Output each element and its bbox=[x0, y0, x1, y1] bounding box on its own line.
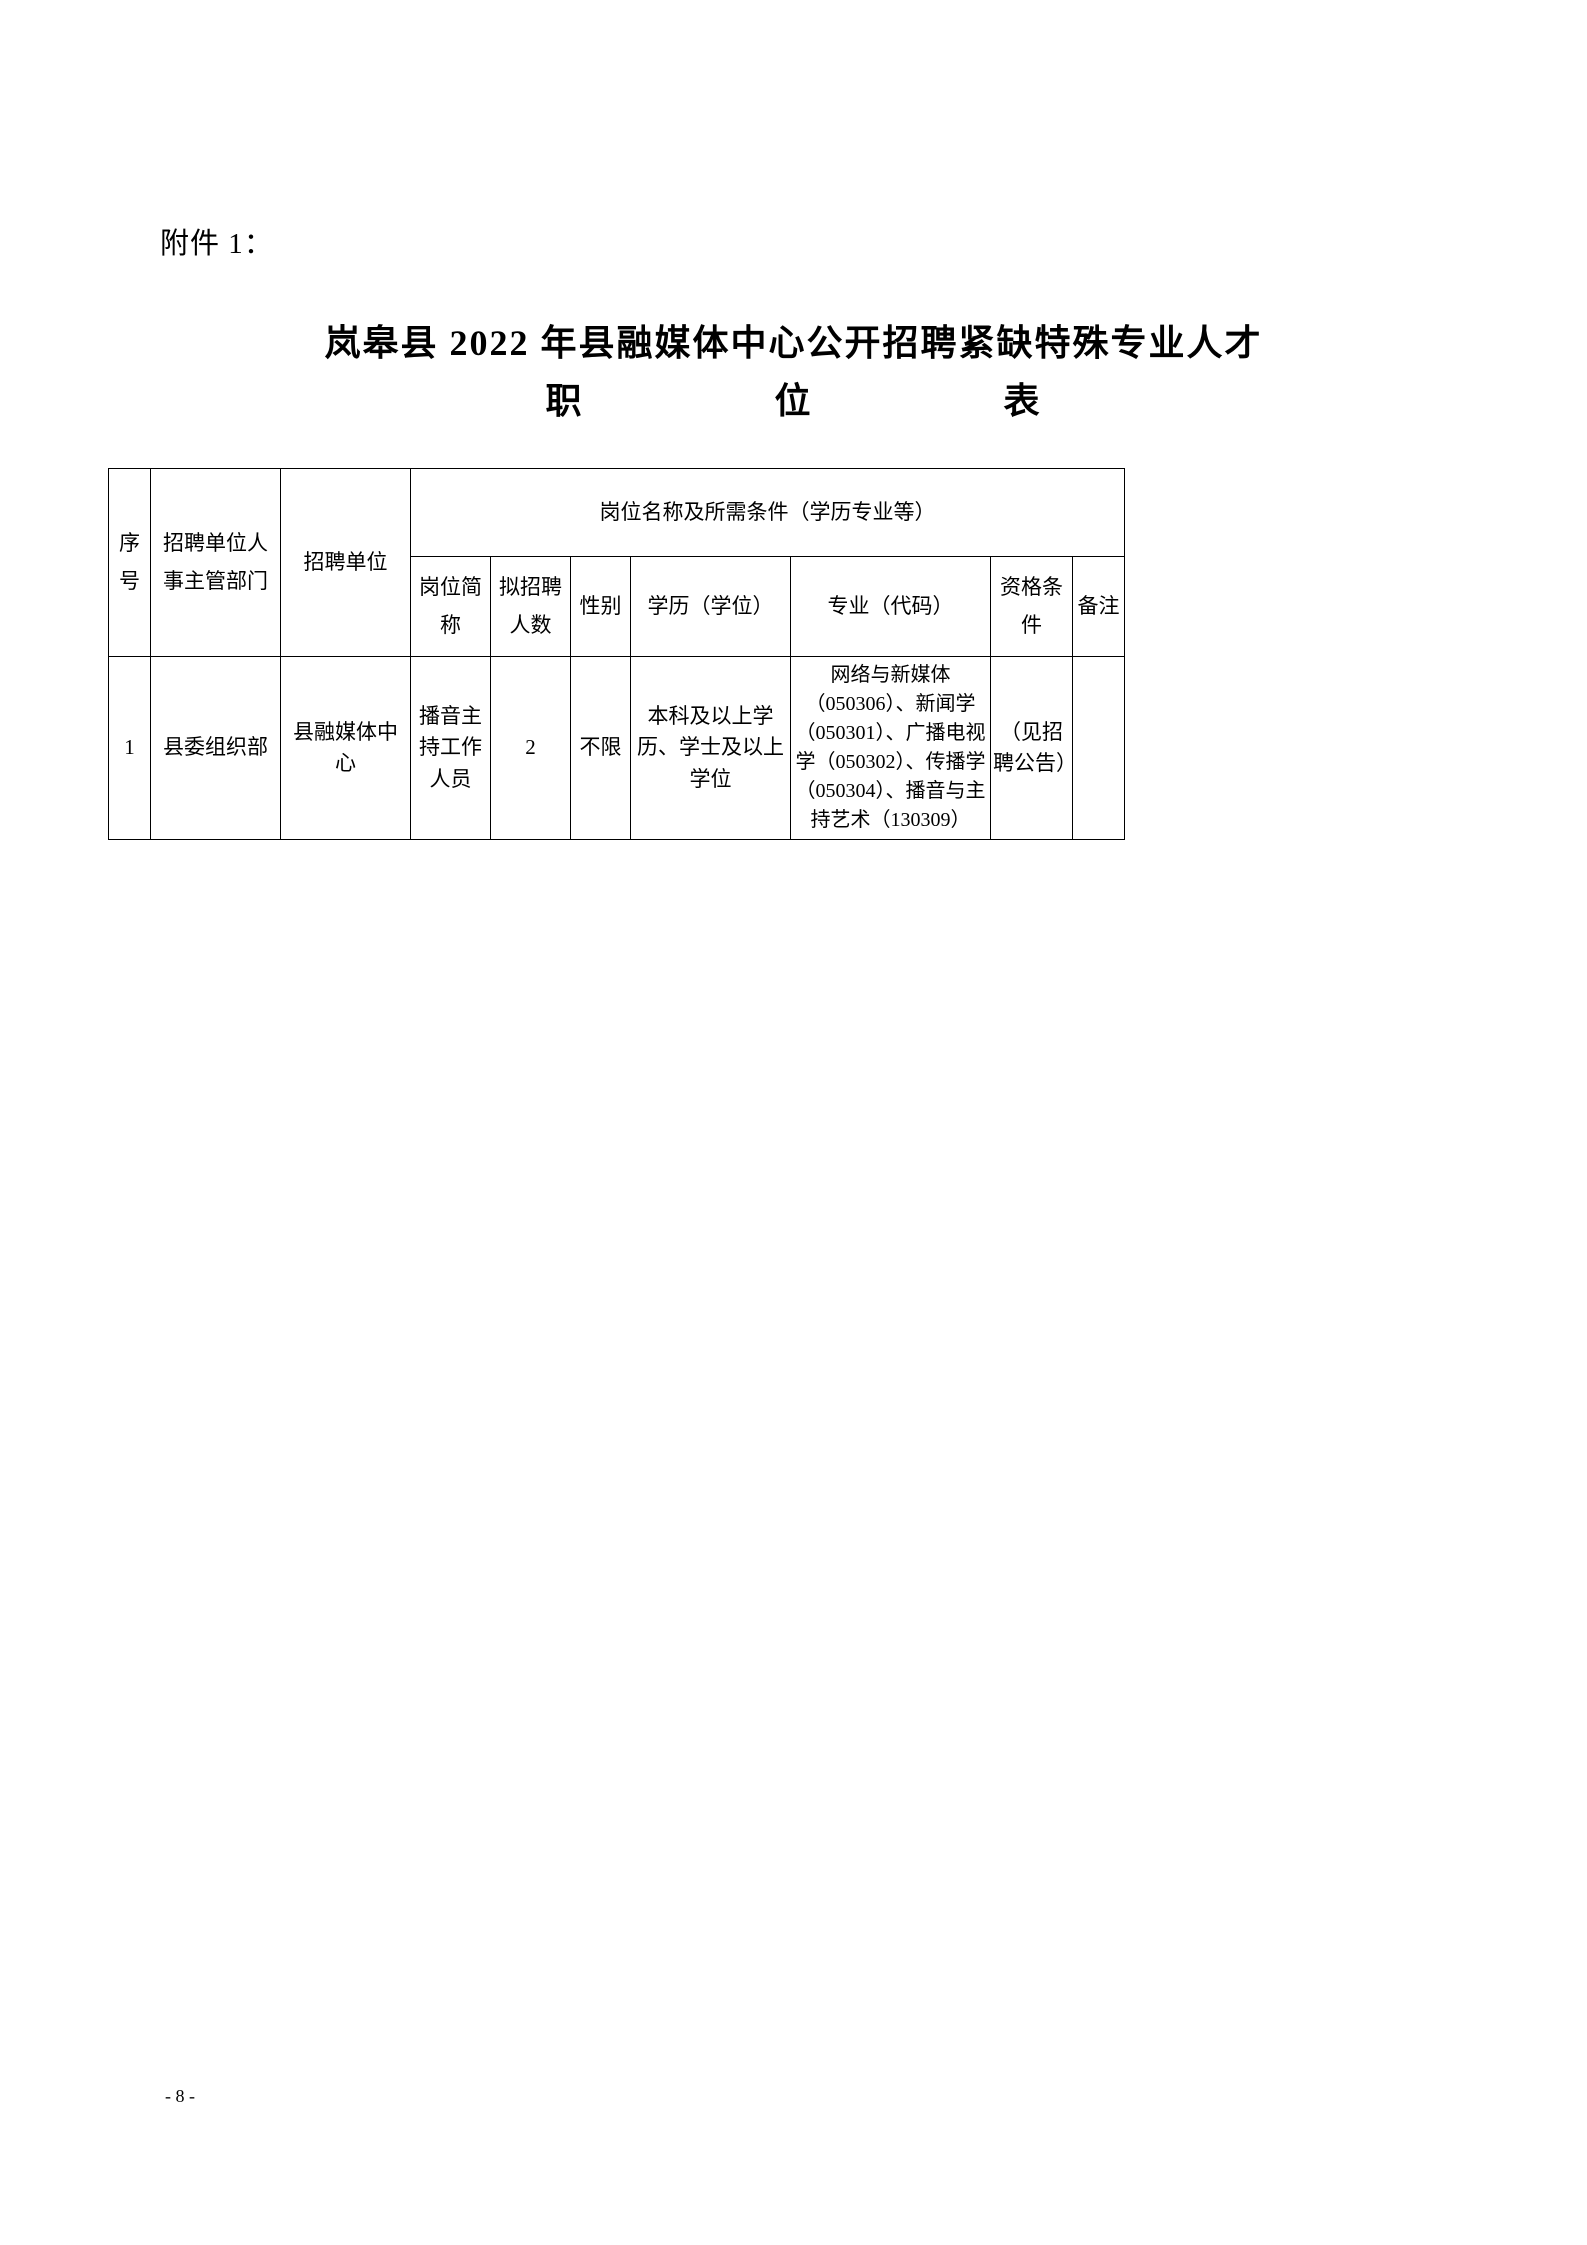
title-char-3: 表 bbox=[1004, 372, 1042, 424]
header-remark: 备注 bbox=[1073, 557, 1125, 657]
cell-count: 2 bbox=[491, 657, 571, 840]
positions-table: 序号 招聘单位人事主管部门 招聘单位 岗位名称及所需条件（学历专业等） 岗位简称… bbox=[108, 468, 1125, 840]
page-number: - 8 - bbox=[165, 2086, 195, 2107]
header-gender: 性别 bbox=[571, 557, 631, 657]
cell-edu: 本科及以上学历、学士及以上学位 bbox=[631, 657, 791, 840]
cell-qual: （见招聘公告） bbox=[991, 657, 1073, 840]
header-major: 专业（代码） bbox=[791, 557, 991, 657]
title-char-2: 位 bbox=[774, 372, 812, 424]
header-dept: 招聘单位人事主管部门 bbox=[151, 469, 281, 657]
document-title-line2: 职 位 表 bbox=[100, 372, 1487, 424]
cell-remark bbox=[1073, 657, 1125, 840]
cell-seq: 1 bbox=[109, 657, 151, 840]
header-seq: 序号 bbox=[109, 469, 151, 657]
cell-gender: 不限 bbox=[571, 657, 631, 840]
attachment-label: 附件 1： bbox=[160, 220, 1487, 262]
header-edu: 学历（学位） bbox=[631, 557, 791, 657]
cell-unit: 县融媒体中心 bbox=[281, 657, 411, 840]
header-qual: 资格条件 bbox=[991, 557, 1073, 657]
header-count: 拟招聘人数 bbox=[491, 557, 571, 657]
title-char-1: 职 bbox=[545, 372, 583, 424]
header-jobname: 岗位简称 bbox=[411, 557, 491, 657]
document-title-line1: 岚皋县 2022 年县融媒体中心公开招聘紧缺特殊专业人才 bbox=[100, 314, 1487, 366]
table-row: 1 县委组织部 县融媒体中心 播音主持工作人员 2 不限 本科及以上学历、学士及… bbox=[109, 657, 1125, 840]
cell-jobname: 播音主持工作人员 bbox=[411, 657, 491, 840]
header-unit: 招聘单位 bbox=[281, 469, 411, 657]
header-conditions-group: 岗位名称及所需条件（学历专业等） bbox=[411, 469, 1125, 557]
table-header-row-1: 序号 招聘单位人事主管部门 招聘单位 岗位名称及所需条件（学历专业等） bbox=[109, 469, 1125, 557]
cell-dept: 县委组织部 bbox=[151, 657, 281, 840]
cell-major: 网络与新媒体（050306）、新闻学（050301）、广播电视学（050302）… bbox=[791, 657, 991, 840]
